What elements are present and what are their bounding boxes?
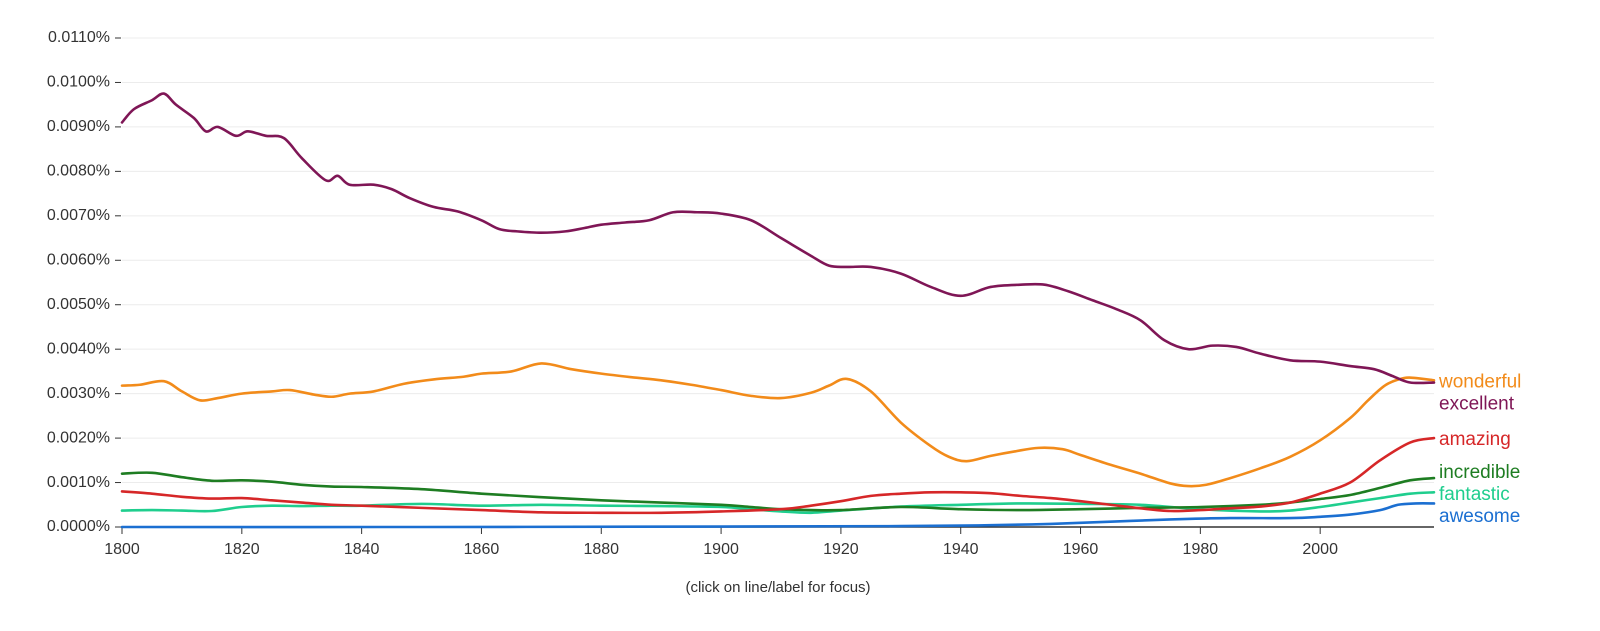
focus-hint-footnote: (click on line/label for focus): [685, 579, 870, 596]
x-tick-label: 1880: [583, 541, 619, 558]
series-label-fantastic[interactable]: fantastic: [1439, 484, 1510, 505]
y-tick-label: 0.0010%: [47, 474, 110, 491]
x-tick-label: 1960: [1063, 541, 1099, 558]
x-tick-label: 1820: [224, 541, 260, 558]
x-tick-label: 2000: [1302, 541, 1338, 558]
series-lines[interactable]: [120, 92, 1436, 529]
y-tick-label: 0.0040%: [47, 340, 110, 357]
series-line-wonderful[interactable]: [120, 362, 1436, 488]
y-tick-label: 0.0110%: [48, 29, 110, 46]
x-tick-label: 1900: [703, 541, 739, 558]
series-label-incredible[interactable]: incredible: [1439, 462, 1520, 483]
series-line-excellent[interactable]: [120, 92, 1436, 385]
y-tick-label: 0.0000%: [47, 518, 110, 535]
gridlines: [122, 37, 1434, 484]
y-tick-label: 0.0090%: [47, 118, 110, 135]
x-tick-label: 1940: [943, 541, 979, 558]
series-line-awesome[interactable]: [120, 502, 1436, 529]
series-line-amazing[interactable]: [120, 436, 1436, 515]
x-tick-label: 1860: [464, 541, 500, 558]
series-label-amazing[interactable]: amazing: [1439, 429, 1511, 450]
x-tick-label: 1800: [104, 541, 140, 558]
x-tick-label: 1920: [823, 541, 859, 558]
series-label-wonderful[interactable]: wonderful: [1438, 371, 1521, 392]
y-tick-label: 0.0100%: [47, 74, 110, 91]
series-label-excellent[interactable]: excellent: [1439, 393, 1515, 414]
y-tick-label: 0.0020%: [47, 429, 110, 446]
series-label-awesome[interactable]: awesome: [1439, 506, 1520, 527]
y-tick-label: 0.0030%: [47, 385, 110, 402]
x-axis: 1800 1820 1840 1860 1880 1900 1920 1940 1960 1980…: [104, 526, 1434, 558]
x-tick-label: 1980: [1183, 541, 1219, 558]
y-tick-label: 0.0080%: [47, 163, 110, 180]
y-tick-label: 0.0070%: [47, 207, 110, 224]
y-tick-label: 0.0050%: [47, 296, 110, 313]
y-tick-label: 0.0060%: [47, 251, 110, 268]
y-axis: 0.0000% 0.0010% 0.0020% 0.0030% 0.0040% 0.005…: [47, 29, 121, 535]
x-tick-label: 1840: [344, 541, 380, 558]
